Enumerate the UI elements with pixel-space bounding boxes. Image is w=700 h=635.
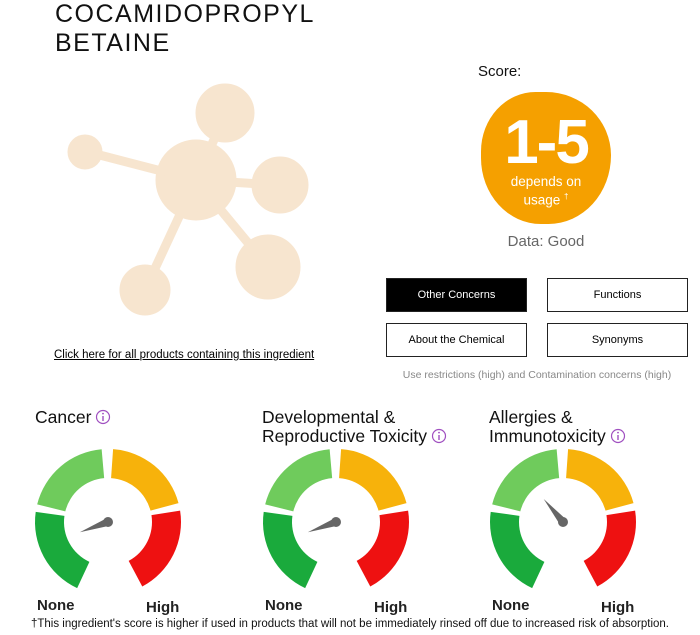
- info-dot: [438, 431, 440, 434]
- gauge-title-line: Allergies &: [489, 408, 626, 427]
- score-value: 1-5: [504, 108, 590, 177]
- gauge-segment: [566, 449, 634, 511]
- gauge-needle: [307, 518, 338, 533]
- gauge-segment: [339, 449, 407, 511]
- score-badge: 1-5 depends on usage †: [481, 92, 611, 224]
- products-link[interactable]: Click here for all products containing t…: [54, 349, 315, 361]
- ingredient-title: COCAMIDOPROPYL BETAINE: [55, 0, 315, 58]
- gauge-max-label: High: [601, 599, 635, 616]
- gauge-needle: [79, 518, 110, 533]
- dagger: †: [564, 192, 569, 201]
- score-note: usage: [523, 192, 561, 208]
- info-circle: [431, 428, 447, 444]
- gauge: [490, 449, 636, 589]
- gauge-title: Allergies & Immunotoxicity: [489, 408, 626, 446]
- gauge-title-text: Developmental &: [262, 407, 396, 427]
- info-dot: [616, 431, 619, 434]
- gauge-max-label: High: [374, 599, 408, 616]
- tab-button[interactable]: About the Chemical: [386, 323, 527, 357]
- tab-button[interactable]: Functions: [547, 278, 688, 312]
- data-availability: Data: Good: [507, 233, 585, 250]
- gauge-pivot: [103, 517, 113, 527]
- tab-button[interactable]: Other Concerns: [386, 278, 527, 312]
- title-line: BETAINE: [55, 29, 171, 57]
- gauge-title-line: Reproductive Toxicity: [262, 427, 447, 446]
- info-icon[interactable]: [610, 428, 626, 444]
- title-line: COCAMIDOPROPYL: [55, 0, 315, 28]
- gauge-segment: [583, 510, 636, 587]
- molecule-icon: [67, 83, 309, 316]
- info-icon[interactable]: [431, 428, 447, 444]
- score-label: Score:: [478, 63, 522, 80]
- gauge-segment: [492, 449, 560, 512]
- gauge: [35, 449, 181, 589]
- concerns-summary: Use restrictions (high) and Contaminatio…: [402, 369, 672, 381]
- info-circle: [610, 428, 625, 444]
- gauge-title-line: Cancer: [35, 408, 111, 427]
- score-note: usage †: [481, 189, 611, 208]
- tab-button[interactable]: Synonyms: [547, 323, 688, 357]
- gauge-title: Developmental & Reproductive Toxicity: [262, 408, 447, 446]
- gauge-segment: [490, 511, 545, 589]
- gauge-segment: [265, 449, 333, 512]
- gauge-title-text: Allergies &: [489, 407, 573, 427]
- gauge-segment: [263, 511, 318, 589]
- gauge-segment: [35, 511, 90, 589]
- gauge-min-label: None: [492, 597, 530, 614]
- gauge: [263, 449, 409, 589]
- gauge-segment: [128, 510, 181, 587]
- gauge-title-text: Cancer: [35, 407, 92, 427]
- gauge-title-line: Developmental &: [262, 408, 447, 427]
- gauge-title-line: Immunotoxicity: [489, 427, 626, 446]
- score-note: depends on: [510, 174, 582, 189]
- gauge-min-label: None: [265, 597, 303, 614]
- gauge-max-label: High: [146, 599, 180, 616]
- gauge-segment: [37, 449, 105, 512]
- gauge-title-text: Reproductive Toxicity: [262, 426, 428, 446]
- gauge-title: Cancer: [35, 408, 111, 427]
- gauge-pivot: [331, 517, 341, 527]
- gauge-segment: [356, 510, 409, 587]
- gauge-segment: [111, 449, 179, 511]
- gauge-pivot: [558, 517, 568, 527]
- info-dot: [102, 412, 105, 415]
- footnote: †This ingredient's score is higher if us…: [30, 618, 669, 630]
- gauge-min-label: None: [37, 597, 75, 614]
- gauge-title-text: Immunotoxicity: [489, 426, 606, 446]
- info-icon[interactable]: [95, 409, 111, 425]
- info-circle: [96, 409, 111, 425]
